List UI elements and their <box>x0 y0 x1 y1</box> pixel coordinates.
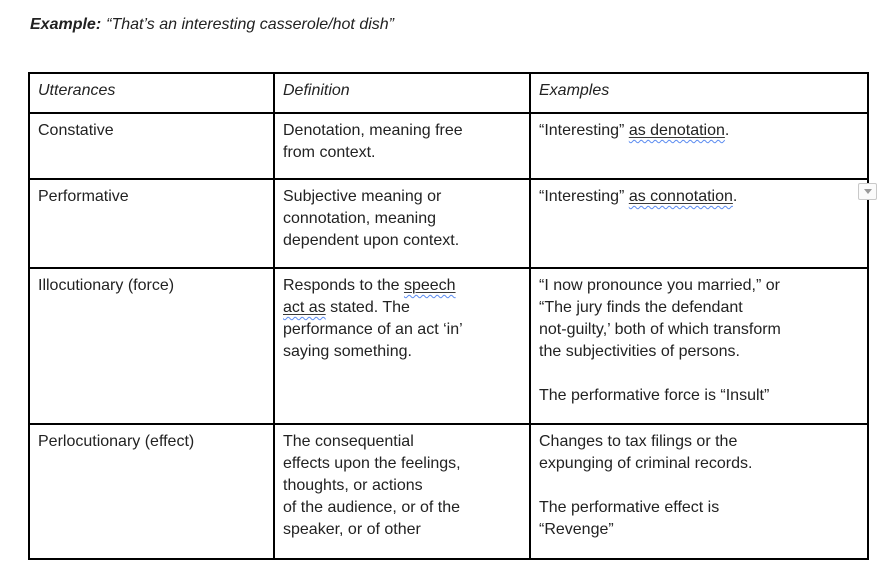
examples-cell[interactable]: “Interesting” as denotation. <box>529 112 869 180</box>
column-header-utterances[interactable]: Utterances <box>28 72 275 114</box>
header-row: Utterances Definition Examples <box>28 72 869 114</box>
table-row-illocutionary: Illocutionary (force) Responds to the sp… <box>28 267 869 425</box>
definition-cell[interactable]: Denotation, meaning free from context. <box>273 112 531 180</box>
examples-cell[interactable]: Changes to tax filings or the expunging … <box>529 423 869 560</box>
definition-cell[interactable]: Responds to the speech act as stated. Th… <box>273 267 531 425</box>
column-header-definition[interactable]: Definition <box>273 72 531 114</box>
term-cell[interactable]: Constative <box>28 112 275 180</box>
definition-cell[interactable]: Subjective meaning or connotation, meani… <box>273 178 531 269</box>
grammar-flagged-text[interactable]: as connotation <box>629 188 733 205</box>
table-row-performative: Performative Subjective meaning or conno… <box>28 178 869 269</box>
grammar-wave-underline: speech act as <box>283 277 456 316</box>
grammar-flagged-text[interactable]: as denotation <box>629 122 725 139</box>
example-caption-quote: “That’s an interesting casserole/hot dis… <box>106 16 394 33</box>
column-header-examples[interactable]: Examples <box>529 72 869 114</box>
table-row-perlocutionary: Perlocutionary (effect) The consequentia… <box>28 423 869 560</box>
dropdown-widget-button[interactable] <box>858 183 877 200</box>
grammar-wave-underline: as connotation <box>628 188 733 205</box>
examples-cell[interactable]: “I now pronounce you married,” or “The j… <box>529 267 869 425</box>
grammar-wave-underline: as denotation <box>628 122 725 139</box>
term-cell[interactable]: Illocutionary (force) <box>28 267 275 425</box>
examples-cell[interactable]: “Interesting” as connotation. <box>529 178 869 269</box>
speech-acts-table: Utterances Definition Examples Constativ… <box>28 72 869 560</box>
table-row-constative: Constative Denotation, meaning free from… <box>28 112 869 180</box>
chevron-down-icon <box>863 189 872 194</box>
example-caption-label: Example: <box>30 16 102 33</box>
definition-cell[interactable]: The consequential effects upon the feeli… <box>273 423 531 560</box>
term-cell[interactable]: Perlocutionary (effect) <box>28 423 275 560</box>
term-cell[interactable]: Performative <box>28 178 275 269</box>
grammar-flagged-text[interactable]: speech act as <box>283 277 456 316</box>
example-caption[interactable]: Example: “That’s an interesting casserole… <box>30 13 394 37</box>
